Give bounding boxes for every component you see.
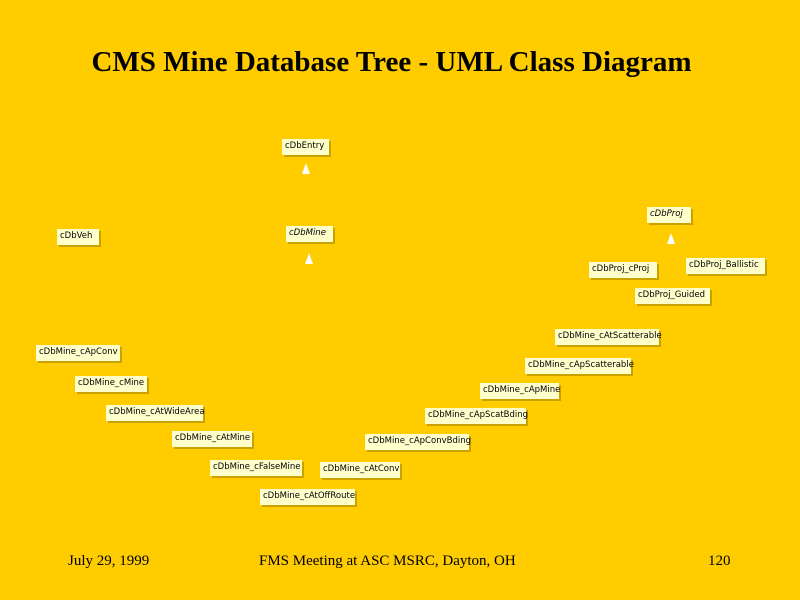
class-box-db-proj-guided: cDbProj_Guided	[635, 288, 710, 304]
footer-page-number: 120	[708, 553, 731, 569]
class-box-db-mine: cDbMine	[286, 226, 333, 242]
class-box-mine-false-mine: cDbMine_cFalseMine	[210, 460, 302, 476]
class-box-mine-at-conv: cDbMine_cAtConv	[320, 462, 400, 478]
class-box-mine-c-mine: cDbMine_cMine	[75, 376, 147, 392]
class-box-mine-ap-scat-bding: cDbMine_cApScatBding	[425, 408, 528, 424]
class-box-db-entry: cDbEntry	[282, 139, 329, 155]
inheritance-arrow-db-entry	[302, 163, 310, 174]
class-box-db-veh: cDbVeh	[57, 229, 99, 245]
class-box-mine-ap-scatterable: cDbMine_cApScatterable	[525, 358, 634, 374]
class-box-mine-at-wide-area: cDbMine_cAtWideArea	[106, 405, 205, 421]
class-box-db-proj-c-proj: cDbProj_cProj	[589, 262, 657, 278]
class-box-mine-ap-conv: cDbMine_cApConv	[36, 345, 120, 361]
class-box-mine-at-mine: cDbMine_cAtMine	[172, 431, 252, 447]
slide-title: CMS Mine Database Tree - UML Class Diagr…	[91, 46, 692, 78]
class-box-mine-at-off-route: cDbMine_cAtOffRoute	[260, 489, 355, 505]
inheritance-arrow-db-mine	[305, 253, 313, 264]
class-box-mine-ap-conv-bding: cDbMine_cApConvBding	[365, 434, 471, 450]
footer-date: July 29, 1999	[68, 553, 150, 569]
footer-meeting: FMS Meeting at ASC MSRC, Dayton, OH	[259, 553, 516, 569]
class-box-mine-ap-mine: cDbMine_cApMine	[480, 383, 560, 399]
class-box-mine-at-scatterable: cDbMine_cAtScatterable	[555, 329, 662, 345]
class-box-db-proj-ballistic: cDbProj_Ballistic	[686, 258, 765, 274]
class-box-db-proj: cDbProj	[647, 207, 691, 223]
inheritance-arrow-db-proj	[667, 233, 675, 244]
